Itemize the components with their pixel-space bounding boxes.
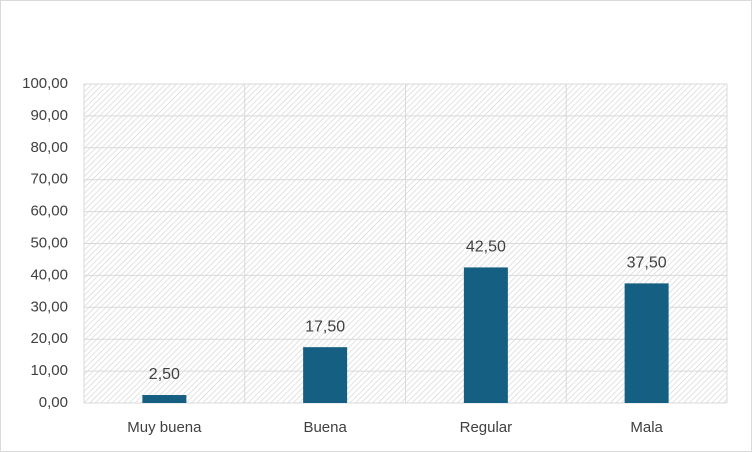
y-tick-label: 70,00 <box>30 171 68 188</box>
data-label: 37,50 <box>627 255 667 272</box>
bar <box>624 283 669 403</box>
data-label: 17,50 <box>305 318 345 335</box>
bar <box>142 395 187 403</box>
y-tick-label: 80,00 <box>30 139 68 156</box>
y-tick-label: 40,00 <box>30 266 68 283</box>
y-tick-label: 20,00 <box>30 330 68 347</box>
y-tick-label: 60,00 <box>30 203 68 220</box>
x-tick-label: Buena <box>303 419 347 436</box>
data-label: 42,50 <box>466 239 506 256</box>
data-label: 2,50 <box>149 366 180 383</box>
bar <box>303 347 348 403</box>
x-tick-label: Muy buena <box>127 419 202 436</box>
x-tick-label: Regular <box>460 419 513 436</box>
y-tick-label: 30,00 <box>30 298 68 315</box>
x-tick-label: Mala <box>630 419 663 436</box>
y-tick-label: 50,00 <box>30 234 68 251</box>
y-tick-label: 0,00 <box>39 394 68 411</box>
y-tick-label: 10,00 <box>30 362 68 379</box>
y-tick-label: 90,00 <box>30 107 68 124</box>
bar <box>463 267 508 403</box>
y-tick-label: 100,00 <box>22 75 68 92</box>
